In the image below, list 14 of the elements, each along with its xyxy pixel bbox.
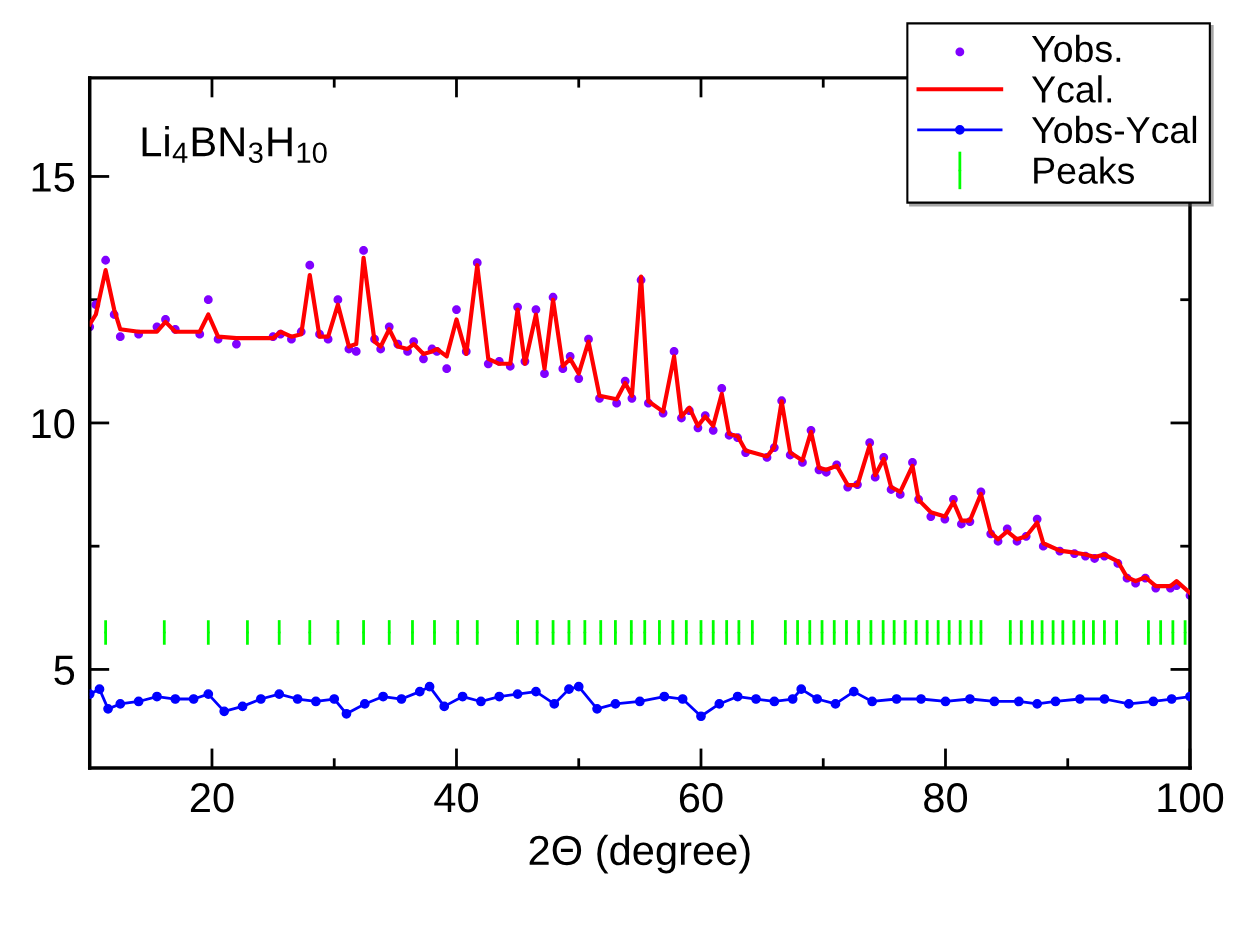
legend-label: Yobs-Ycal	[1031, 115, 1197, 144]
legend-label: Yobs.	[1031, 34, 1121, 63]
x-tick-label: 80	[924, 783, 968, 813]
y-tick-label: 5	[54, 655, 75, 685]
y-tick-label: 10	[32, 408, 75, 439]
x-tick-label: 40	[434, 783, 479, 813]
legend-label: Ycal.	[1031, 75, 1112, 103]
annotation: Li$_{4}$BN$_{3}$H$_{10}$	[142, 125, 327, 164]
x-tick-label: 20	[190, 783, 234, 813]
x-tick-label: 60	[679, 783, 723, 813]
y-tick-label: 15	[32, 162, 75, 192]
x-axis-title: 2Θ (degree)	[529, 834, 750, 874]
legend-label: Peaks	[1034, 156, 1134, 184]
x-tick-label: 100	[1158, 783, 1224, 813]
